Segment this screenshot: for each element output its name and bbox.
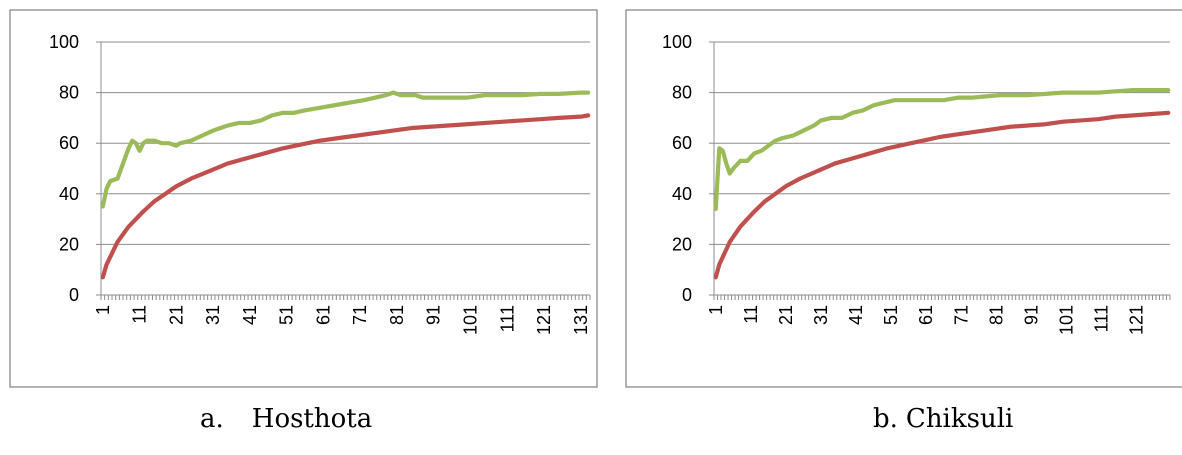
- series-line-red: [713, 110, 1171, 280]
- xtick-label: 111: [497, 305, 517, 332]
- series-line-red: [100, 113, 591, 280]
- ytick-label: 40: [672, 184, 692, 204]
- ytick-label: 20: [59, 234, 79, 254]
- ytick-label: 0: [682, 285, 692, 305]
- ytick-label: 100: [49, 32, 79, 52]
- caption-name: Chiksuli: [905, 404, 1014, 434]
- series-line-green: [100, 90, 591, 209]
- xtick-label: 1: [93, 305, 113, 315]
- ytick-label: 60: [59, 133, 79, 153]
- xtick-label: 81: [387, 305, 407, 325]
- xtick-label: 71: [951, 305, 971, 325]
- xtick-label: 131: [571, 305, 591, 335]
- chart-frame: [9, 9, 598, 388]
- xtick-label: 101: [461, 305, 481, 335]
- caption-hosthota: a. Hosthota: [200, 404, 372, 440]
- xtick-label: 61: [916, 305, 936, 325]
- xtick-label: 41: [240, 305, 260, 325]
- series-line-green: [713, 87, 1171, 212]
- xtick-label: 91: [424, 305, 444, 325]
- caption-letter: a.: [200, 404, 224, 434]
- xtick-label: 51: [881, 305, 901, 325]
- xtick-label: 11: [130, 305, 150, 324]
- xtick-label: 71: [350, 305, 370, 325]
- xtick-label: 101: [1057, 305, 1077, 335]
- xtick-label: 11: [741, 305, 761, 324]
- ytick-label: 0: [69, 285, 79, 305]
- xtick-label: 81: [986, 305, 1006, 325]
- xtick-label: 121: [1127, 305, 1147, 335]
- xtick-label: 111: [1092, 305, 1112, 332]
- xtick-label: 21: [776, 305, 796, 325]
- xtick-label: 51: [277, 305, 297, 325]
- ytick-label: 60: [672, 133, 692, 153]
- ytick-label: 40: [59, 184, 79, 204]
- xtick-label: 41: [846, 305, 866, 325]
- chart-panel-hosthota: 0 20 40 60 80 100 1 11 21 31 41 51 61 71 81 91 101 111 121…: [0, 0, 600, 395]
- xtick-label: 31: [203, 305, 223, 325]
- xtick-label: 91: [1021, 305, 1041, 325]
- xtick-label: 61: [313, 305, 333, 325]
- xtick-label: 121: [534, 305, 554, 335]
- xtick-label: 21: [166, 305, 186, 325]
- caption-name: Hosthota: [251, 404, 373, 434]
- chart-panel-chiksuli: 0 20 40 60 80 100 1 11 21 31 41 51 61 71 81 91 101 111 121: [618, 0, 1182, 395]
- ytick-label: 100: [662, 32, 692, 52]
- xtick-label: 31: [811, 305, 831, 325]
- ytick-label: 80: [672, 83, 692, 103]
- caption-chiksuli: b. Chiksuli: [873, 404, 1013, 440]
- chart-frame: [625, 9, 1182, 388]
- caption-letter: b.: [873, 404, 898, 434]
- xtick-label: 1: [706, 305, 726, 315]
- ytick-label: 80: [59, 83, 79, 103]
- ytick-label: 20: [672, 234, 692, 254]
